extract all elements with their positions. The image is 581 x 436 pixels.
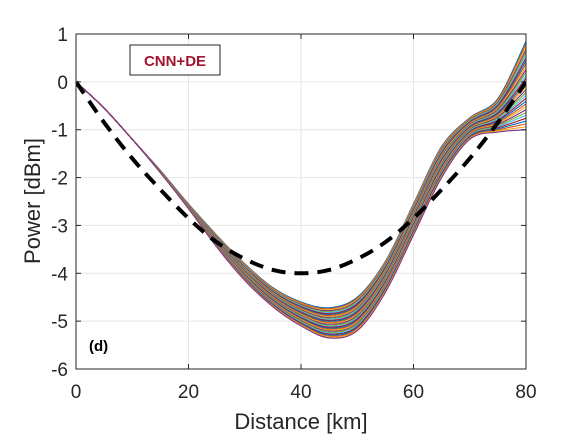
- x-tick-label: 20: [178, 382, 199, 403]
- y-tick-label: 0: [57, 73, 68, 94]
- axis-ticks: [75, 33, 527, 370]
- y-tick-label: -2: [51, 169, 68, 190]
- series-line: [76, 81, 526, 339]
- y-tick-label: -4: [51, 264, 68, 285]
- panel-label: (d): [89, 338, 108, 355]
- x-tick-label: 0: [71, 382, 82, 403]
- y-tick-label: -3: [51, 216, 68, 237]
- x-tick-label: 60: [403, 382, 424, 403]
- x-axis-title: Distance [km]: [234, 409, 367, 434]
- legend-label: CNN+DE: [144, 53, 206, 70]
- reference-dashed-line: [76, 80, 526, 276]
- y-axis-title: Power [dBm]: [20, 138, 45, 264]
- y-tick-label: -5: [51, 312, 68, 333]
- reference-series: [76, 80, 526, 276]
- ensemble-series: [76, 40, 526, 339]
- y-tick-label: -6: [51, 360, 68, 381]
- y-tick-label: 1: [57, 25, 68, 46]
- axis-tick-labels: 0 20 40 60 80 -6 -5 -4 -3 -2 -1 0 1: [51, 25, 536, 403]
- x-tick-label: 40: [290, 382, 311, 403]
- legend-box: CNN+DE: [129, 44, 221, 76]
- x-tick-label: 80: [515, 382, 536, 403]
- y-tick-label: -1: [51, 121, 68, 142]
